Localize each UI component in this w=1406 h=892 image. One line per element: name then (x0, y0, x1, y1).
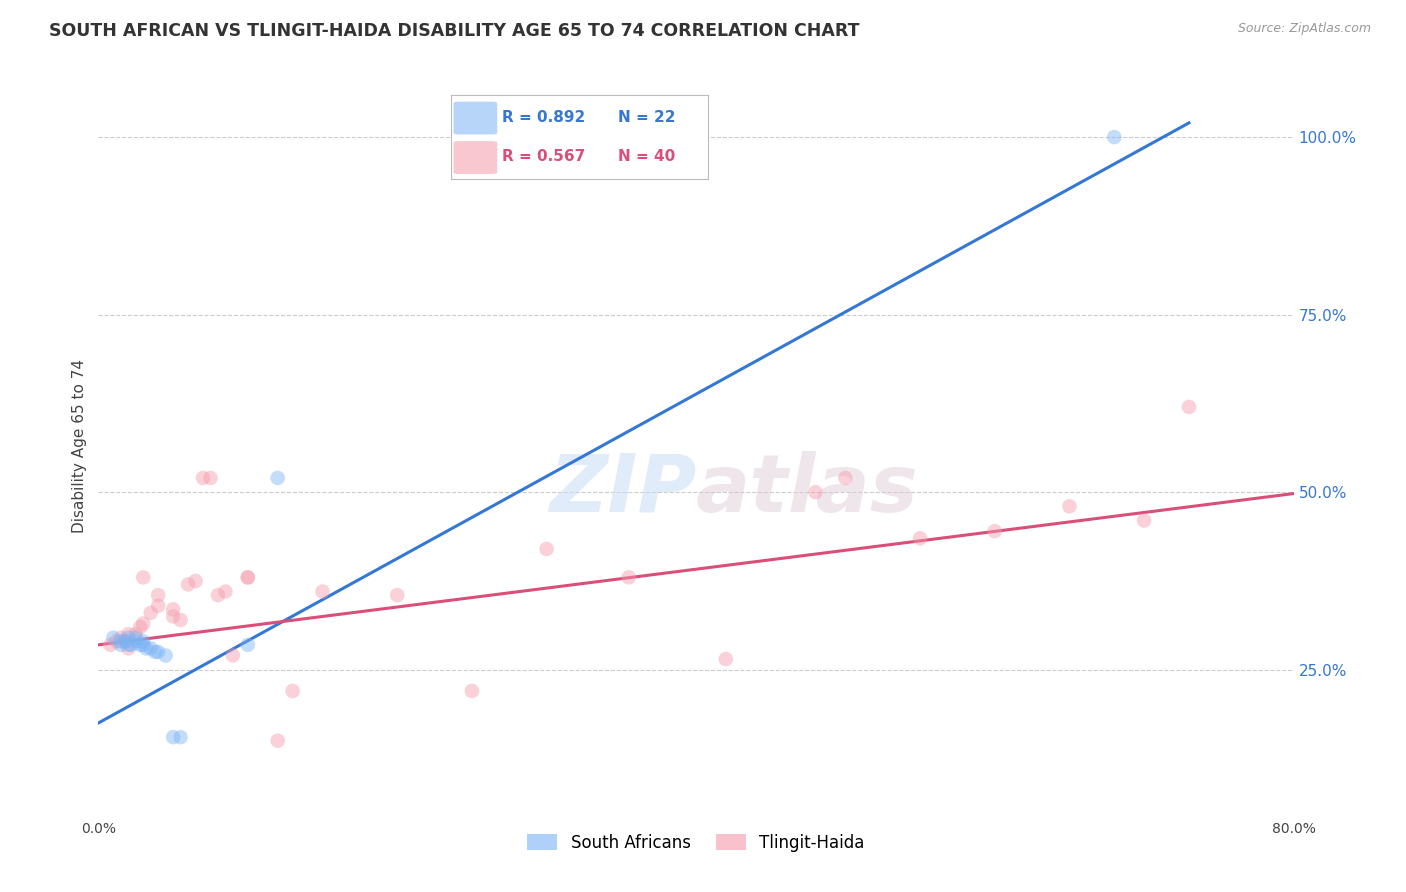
Point (110, 634, 132, 648)
Point (461, 684, 484, 698)
Point (114, 634, 136, 648)
Point (132, 570, 155, 584)
Point (1133, 514, 1156, 528)
Point (1178, 400, 1201, 414)
Point (139, 606, 162, 620)
Point (236, 638, 259, 652)
Point (617, 570, 640, 584)
Point (117, 641, 139, 656)
Point (908, 531, 931, 545)
Point (162, 602, 184, 616)
Point (129, 638, 152, 652)
Point (1104, 130, 1126, 145)
Text: ZIP: ZIP (548, 450, 696, 529)
Point (132, 616, 155, 631)
Point (125, 627, 148, 641)
Point (129, 620, 152, 634)
Point (536, 541, 558, 556)
Point (162, 609, 184, 624)
Point (117, 638, 139, 652)
Point (1059, 500, 1081, 514)
Point (169, 730, 191, 744)
Point (125, 634, 148, 648)
Text: 80.0%: 80.0% (1271, 822, 1316, 837)
Point (236, 570, 259, 584)
Point (200, 471, 222, 485)
Point (148, 588, 170, 602)
Point (98, 638, 122, 652)
Y-axis label: Disability Age 65 to 74: Disability Age 65 to 74 (72, 359, 87, 533)
Point (984, 524, 1007, 539)
Point (117, 627, 139, 641)
Point (222, 648, 245, 663)
Point (177, 577, 200, 591)
Point (132, 638, 155, 652)
Point (385, 588, 409, 602)
Point (155, 648, 177, 663)
Point (311, 584, 333, 599)
Point (281, 684, 304, 698)
Point (148, 599, 170, 613)
Point (105, 634, 128, 648)
Point (214, 584, 236, 599)
Point (103, 631, 125, 645)
Point (267, 471, 290, 485)
Text: 0.0%: 0.0% (82, 822, 115, 837)
Point (135, 641, 157, 656)
Point (184, 574, 207, 588)
Point (110, 631, 132, 645)
Point (139, 641, 162, 656)
Point (110, 638, 132, 652)
Point (120, 638, 142, 652)
Point (125, 631, 148, 645)
Point (236, 570, 259, 584)
Point (714, 652, 737, 666)
Legend: South Africans, Tlingit-Haida: South Africans, Tlingit-Haida (520, 827, 872, 858)
Point (207, 588, 229, 602)
Text: Source: ZipAtlas.com: Source: ZipAtlas.com (1237, 22, 1371, 36)
Point (132, 634, 155, 648)
Point (169, 613, 191, 627)
Point (191, 471, 214, 485)
Point (143, 645, 166, 659)
Text: atlas: atlas (696, 450, 918, 529)
Point (834, 471, 856, 485)
Point (148, 645, 170, 659)
Point (267, 733, 290, 747)
Point (114, 634, 136, 648)
Point (117, 631, 139, 645)
Text: SOUTH AFRICAN VS TLINGIT-HAIDA DISABILITY AGE 65 TO 74 CORRELATION CHART: SOUTH AFRICAN VS TLINGIT-HAIDA DISABILIT… (49, 22, 859, 40)
Point (162, 730, 184, 744)
Point (804, 485, 827, 500)
